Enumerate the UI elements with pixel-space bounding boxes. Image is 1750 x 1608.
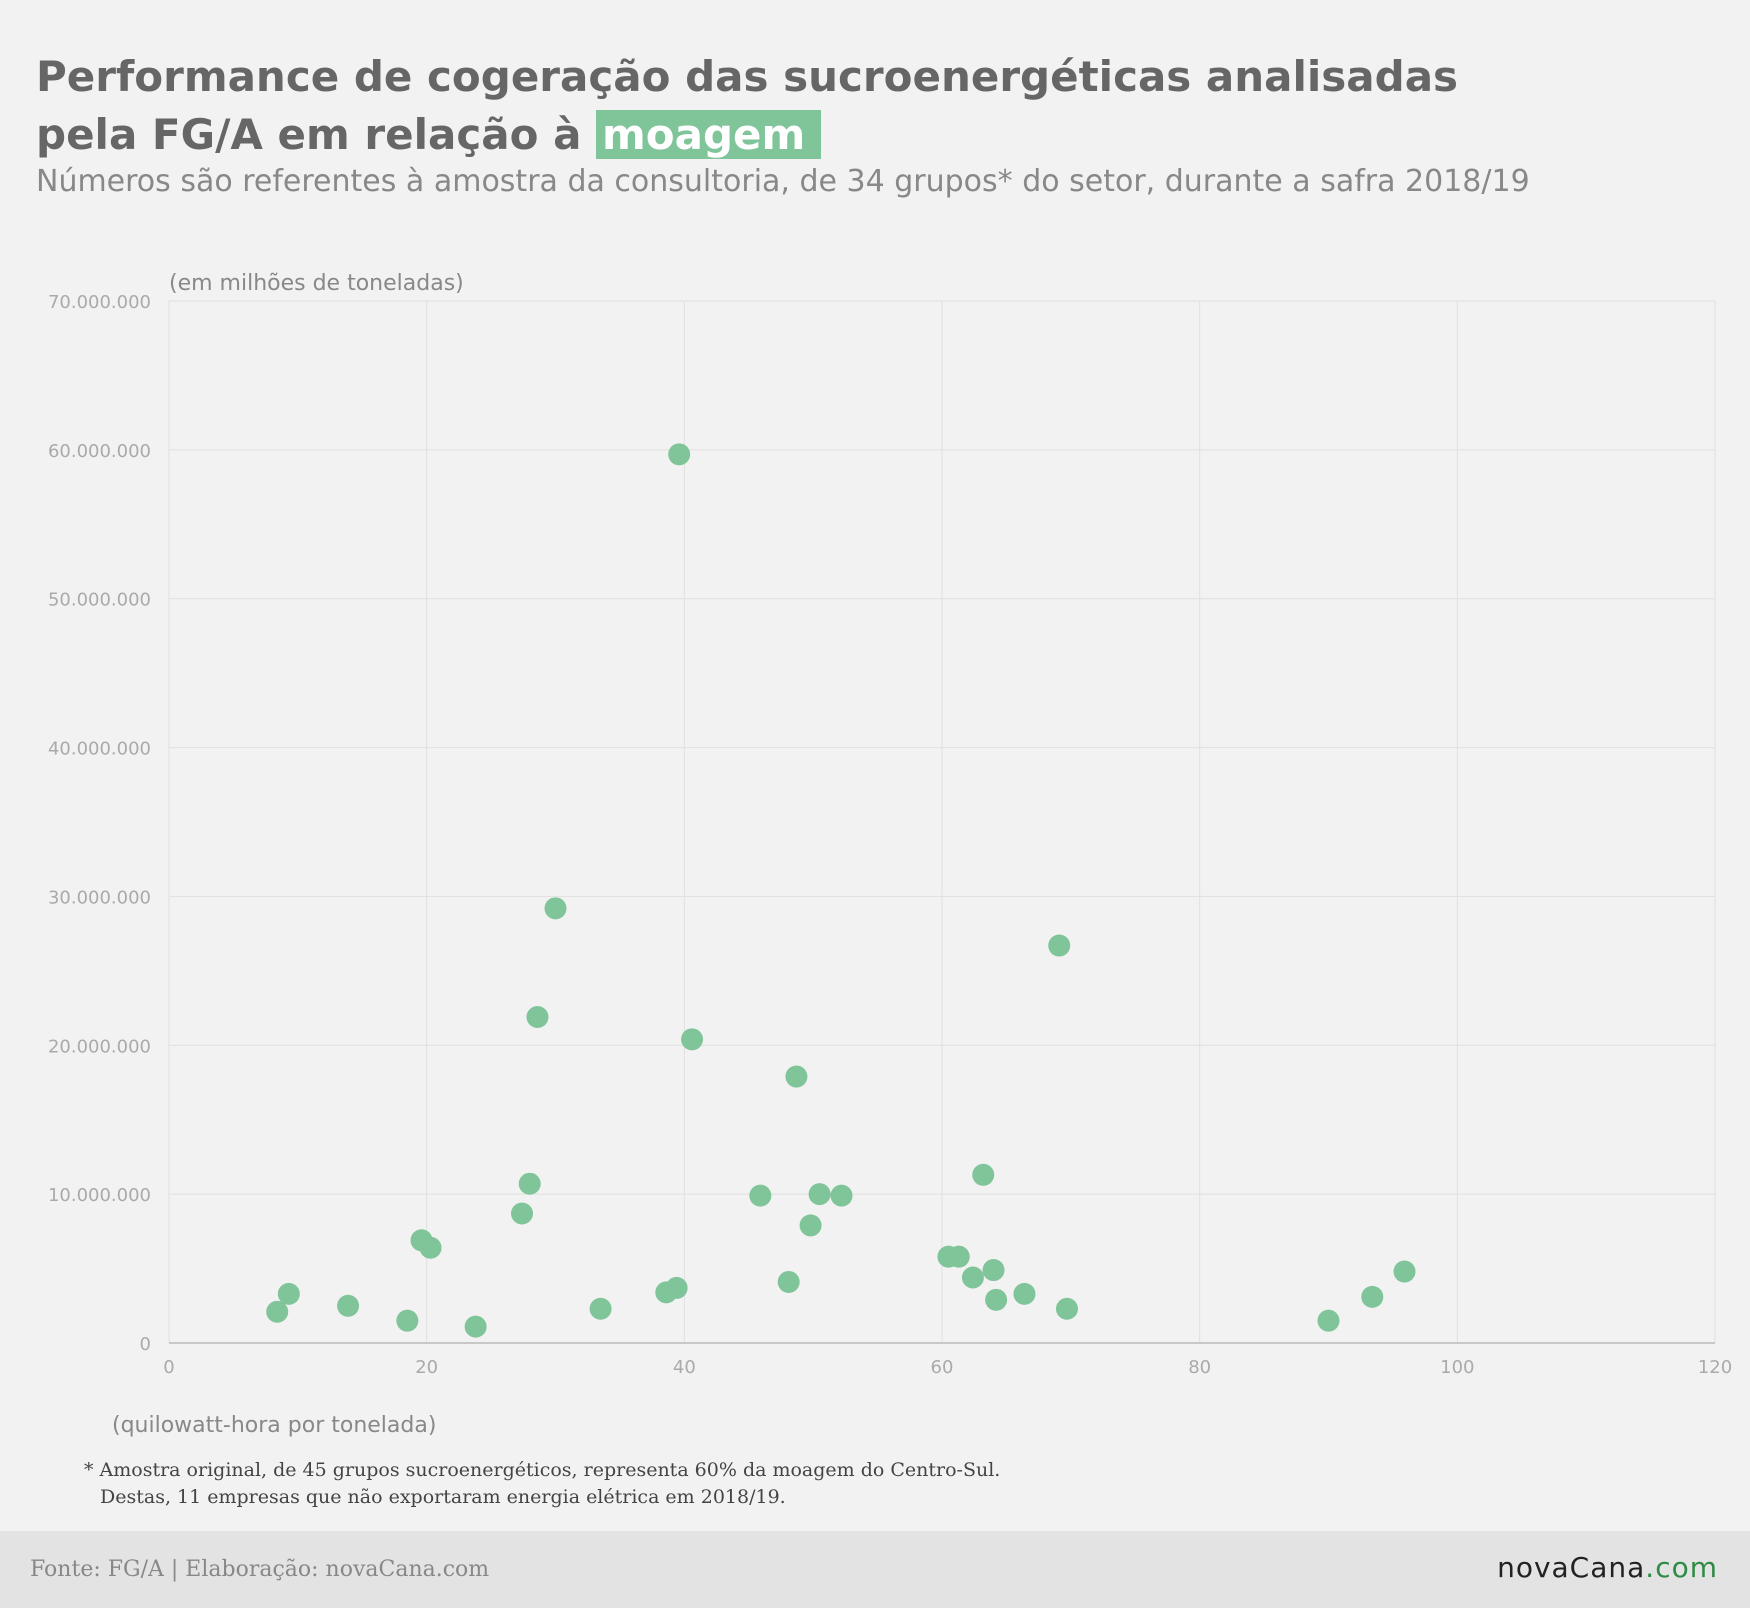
data-point bbox=[277, 1282, 300, 1305]
scatter-chart: 0 10.000.000 20.000.000 30.000.000 40.000.00… bbox=[48, 271, 1732, 1438]
x-tick-label: 0 bbox=[163, 1357, 174, 1378]
chart-title: Performance de cogeração das sucroenergé… bbox=[36, 48, 1716, 164]
data-point bbox=[1361, 1285, 1384, 1308]
title-line-2: pela FG/A em relação à moagem bbox=[36, 106, 1716, 164]
data-point bbox=[1393, 1260, 1416, 1283]
data-point bbox=[518, 1172, 541, 1195]
data-point bbox=[1055, 1297, 1078, 1320]
data-point bbox=[544, 897, 567, 920]
y-tick-label: 0 bbox=[140, 1334, 151, 1355]
y-axis-label: (em milhões de toneladas) bbox=[169, 271, 464, 296]
logo-domain: .com bbox=[1645, 1551, 1718, 1584]
x-tick-label: 40 bbox=[673, 1357, 696, 1378]
data-point bbox=[464, 1315, 487, 1338]
chart-subtitle: Números são referentes à amostra da cons… bbox=[36, 164, 1530, 199]
y-tick-label: 40.000.000 bbox=[48, 739, 151, 760]
x-tick-label: 80 bbox=[1188, 1357, 1211, 1378]
x-tick-label: 60 bbox=[931, 1357, 954, 1378]
data-point bbox=[337, 1294, 360, 1317]
data-point bbox=[982, 1259, 1005, 1282]
x-axis-label: (quilowatt-hora por tonelada) bbox=[112, 1413, 436, 1438]
data-point bbox=[785, 1065, 808, 1088]
data-point bbox=[681, 1028, 704, 1051]
data-point bbox=[668, 443, 691, 466]
logo-main: novaCana bbox=[1497, 1551, 1646, 1584]
data-point bbox=[961, 1266, 984, 1289]
y-tick-label: 30.000.000 bbox=[48, 887, 151, 908]
y-tick-label: 10.000.000 bbox=[48, 1185, 151, 1206]
data-point bbox=[419, 1236, 442, 1259]
footnote-line-1: * Amostra original, de 45 grupos sucroen… bbox=[84, 1459, 1001, 1481]
x-tick-label: 100 bbox=[1440, 1357, 1474, 1378]
title-highlight: moagem bbox=[596, 110, 822, 159]
novacana-logo: novaCana.com bbox=[1497, 1551, 1718, 1584]
footnote: * Amostra original, de 45 grupos sucroen… bbox=[84, 1457, 1000, 1511]
y-tick-label: 60.000.000 bbox=[48, 441, 151, 462]
data-point bbox=[665, 1276, 688, 1299]
data-point bbox=[1013, 1282, 1036, 1305]
x-tick-label: 20 bbox=[415, 1357, 438, 1378]
data-point bbox=[830, 1184, 853, 1207]
source-credit: Fonte: FG/A | Elaboração: novaCana.com bbox=[30, 1557, 490, 1582]
data-point bbox=[972, 1163, 995, 1186]
data-point bbox=[777, 1270, 800, 1293]
data-point bbox=[1317, 1309, 1340, 1332]
y-tick-label: 70.000.000 bbox=[48, 292, 151, 313]
x-tick-label: 120 bbox=[1698, 1357, 1732, 1378]
data-point bbox=[266, 1300, 289, 1323]
footer-bar: Fonte: FG/A | Elaboração: novaCana.com n… bbox=[0, 1531, 1750, 1608]
data-point bbox=[589, 1297, 612, 1320]
data-point bbox=[1048, 934, 1071, 957]
data-point bbox=[799, 1214, 822, 1237]
data-point bbox=[947, 1245, 970, 1268]
data-point bbox=[749, 1184, 772, 1207]
data-point bbox=[396, 1309, 419, 1332]
y-tick-label: 50.000.000 bbox=[48, 590, 151, 611]
data-point bbox=[526, 1006, 549, 1029]
title-line-2-prefix: pela FG/A em relação à bbox=[36, 110, 582, 159]
title-line-1: Performance de cogeração das sucroenergé… bbox=[36, 52, 1459, 101]
y-tick-label: 20.000.000 bbox=[48, 1036, 151, 1057]
data-point bbox=[985, 1288, 1008, 1311]
footnote-line-2: Destas, 11 empresas que não exportaram e… bbox=[100, 1486, 786, 1508]
data-point bbox=[808, 1183, 831, 1206]
data-point bbox=[511, 1202, 534, 1225]
